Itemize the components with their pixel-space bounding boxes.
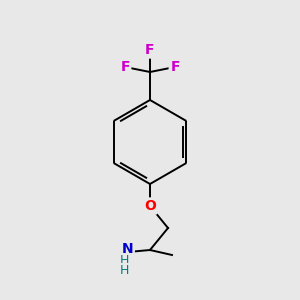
Text: F: F [120, 60, 130, 74]
Text: O: O [144, 199, 156, 213]
Text: N: N [122, 242, 134, 256]
Text: H: H [119, 254, 129, 268]
Text: F: F [170, 60, 180, 74]
Text: H: H [119, 263, 129, 277]
Text: F: F [145, 43, 155, 57]
